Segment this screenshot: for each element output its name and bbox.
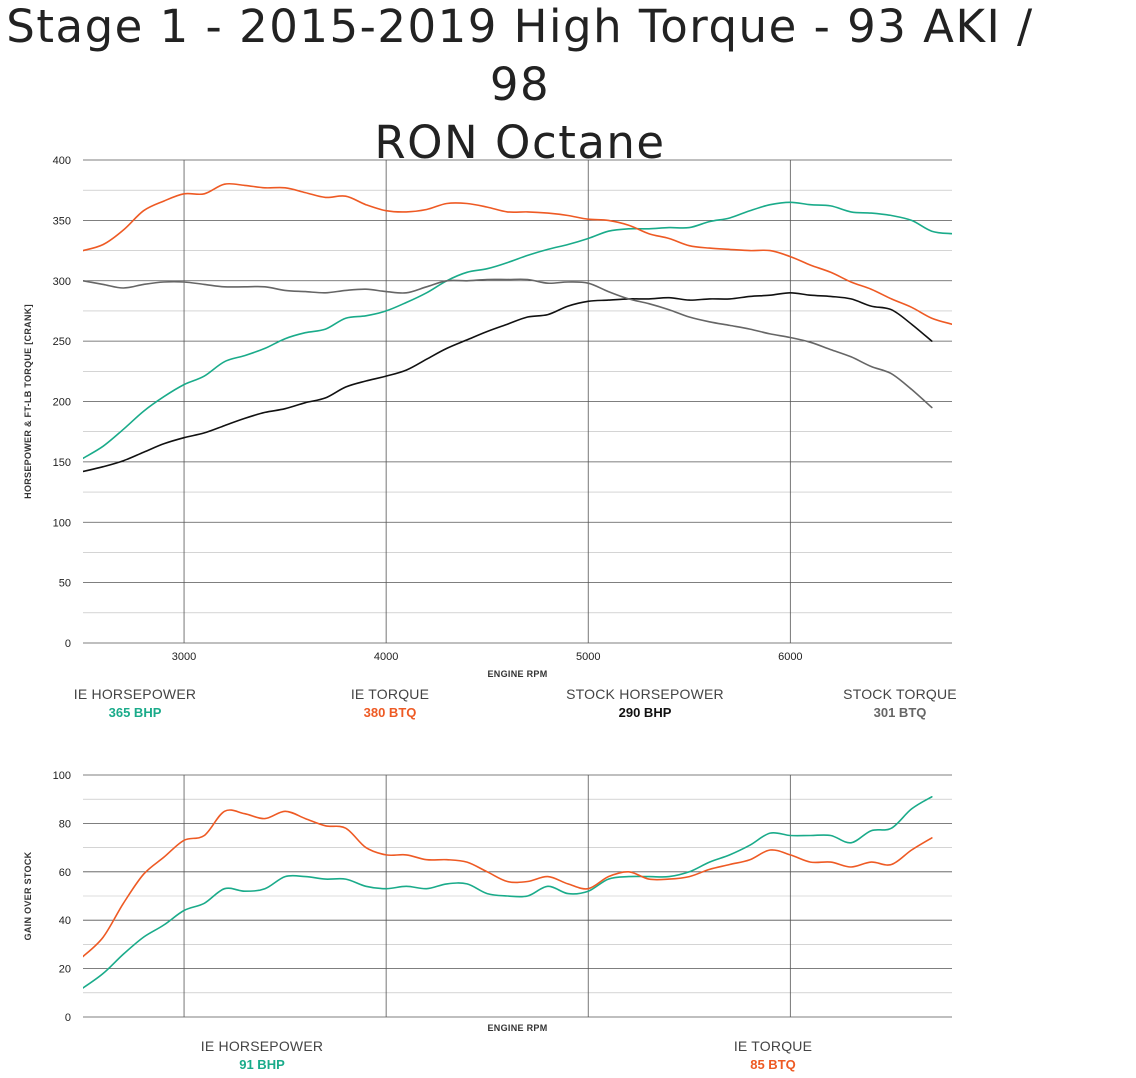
legend-value: 365 BHP bbox=[108, 705, 162, 720]
y-tick-label: 150 bbox=[53, 457, 71, 469]
x-axis-label: ENGINE RPM bbox=[487, 1023, 547, 1033]
y-tick-label: 60 bbox=[59, 867, 71, 879]
y-tick-label: 80 bbox=[59, 818, 71, 830]
gain-chart: 0 20 40 60 80 100 ENGINE RPM GAIN OVER STOCK bbox=[23, 770, 952, 1033]
y-tick-label: 200 bbox=[53, 397, 71, 409]
legend-value: 91 BHP bbox=[239, 1057, 285, 1072]
series-line-ie-tq bbox=[83, 182, 952, 325]
y-tick-label: 0 bbox=[65, 638, 71, 650]
y-axis-label: HORSEPOWER & FT-LB TORQUE [CRANK] bbox=[23, 304, 33, 499]
x-tick-label: 5000 bbox=[576, 651, 600, 663]
y-tick-label: 300 bbox=[53, 276, 71, 288]
y-axis-label: GAIN OVER STOCK bbox=[23, 851, 33, 940]
legend-label: IE TORQUE bbox=[733, 1038, 813, 1054]
dyno-chart: 0 50 100 150 200 250 300 350 400 3000 4000 5000 6000… bbox=[23, 155, 952, 679]
legend-value: 301 BTQ bbox=[873, 705, 927, 720]
x-tick-label: 3000 bbox=[172, 651, 196, 663]
x-axis-label: ENGINE RPM bbox=[487, 669, 547, 679]
series-line-stock-hp bbox=[83, 292, 933, 473]
legend-label: STOCK TORQUE bbox=[843, 686, 957, 702]
x-tick-label: 4000 bbox=[374, 651, 398, 663]
x-tick-label: 6000 bbox=[778, 651, 802, 663]
series-line-ie-hp bbox=[83, 201, 952, 460]
gain-legend-ie-torque: IE TORQUE 85 BTQ bbox=[678, 1038, 868, 1072]
y-tick-label: 0 bbox=[65, 1012, 71, 1024]
title-line-1: Stage 1 - 2015-2019 High Torque - 93 AKI… bbox=[6, 0, 1034, 111]
series-line-ie-tq bbox=[83, 809, 933, 958]
legend-stock-horsepower: STOCK HORSEPOWER 290 BHP bbox=[545, 686, 745, 720]
y-tick-label: 50 bbox=[59, 578, 71, 590]
y-tick-label: 250 bbox=[53, 336, 71, 348]
page-title: Stage 1 - 2015-2019 High Torque - 93 AKI… bbox=[0, 0, 1040, 172]
legend-label: STOCK HORSEPOWER bbox=[566, 686, 724, 702]
y-tick-label: 40 bbox=[59, 915, 71, 927]
y-tick-label: 20 bbox=[59, 964, 71, 976]
legend-label: IE HORSEPOWER bbox=[200, 1038, 324, 1054]
legend-value: 380 BTQ bbox=[363, 705, 417, 720]
legend-ie-horsepower: IE HORSEPOWER 365 BHP bbox=[40, 686, 230, 720]
legend-value: 290 BHP bbox=[618, 705, 672, 720]
series-line-stock-tq bbox=[83, 278, 933, 409]
legend-label: IE HORSEPOWER bbox=[73, 686, 197, 702]
legend-value: 85 BTQ bbox=[750, 1057, 796, 1072]
legend-stock-torque: STOCK TORQUE 301 BTQ bbox=[800, 686, 1000, 720]
legend-label: IE TORQUE bbox=[350, 686, 430, 702]
series-line-ie-hp bbox=[83, 796, 933, 989]
gain-legend-ie-horsepower: IE HORSEPOWER 91 BHP bbox=[167, 1038, 357, 1072]
legend-ie-torque: IE TORQUE 380 BTQ bbox=[295, 686, 485, 720]
y-tick-label: 100 bbox=[53, 517, 71, 529]
y-tick-label: 100 bbox=[53, 770, 71, 782]
y-tick-label: 350 bbox=[53, 215, 71, 227]
y-tick-label: 400 bbox=[53, 155, 71, 167]
